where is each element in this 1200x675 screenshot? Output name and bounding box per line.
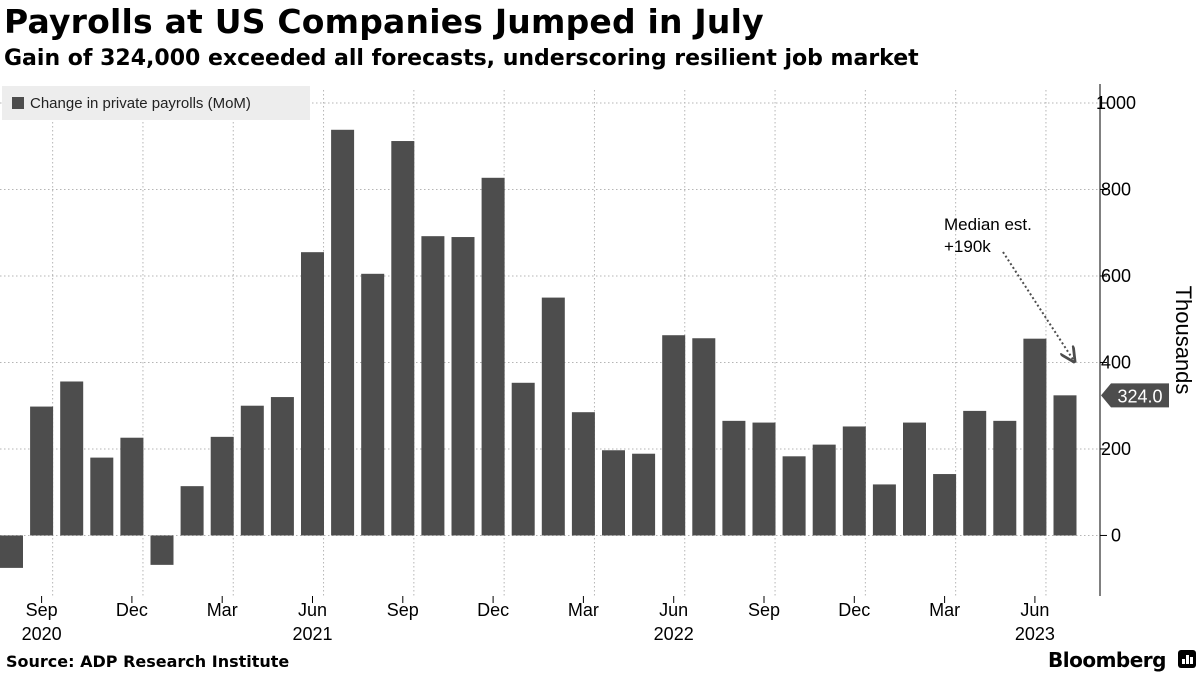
bar bbox=[903, 422, 926, 536]
x-tick-label: Dec bbox=[116, 600, 148, 620]
x-year-label: 2022 bbox=[654, 624, 694, 644]
x-tick-label: Sep bbox=[26, 600, 58, 620]
annotation-arrow bbox=[1002, 251, 1073, 359]
y-tick-label: 1000 bbox=[1096, 93, 1136, 113]
legend: Change in private payrolls (MoM) bbox=[2, 86, 310, 120]
x-year-label: 2020 bbox=[22, 624, 62, 644]
bar bbox=[331, 129, 355, 536]
y-tick-label: 800 bbox=[1101, 179, 1131, 199]
bar bbox=[1053, 395, 1077, 536]
bloomberg-logo: Bloomberg bbox=[1048, 648, 1166, 672]
bars bbox=[0, 129, 1077, 568]
bar bbox=[662, 335, 686, 536]
x-tick-label: Jun bbox=[659, 600, 688, 620]
y-tick-label: 600 bbox=[1101, 266, 1131, 286]
source-note: Source: ADP Research Institute bbox=[6, 652, 290, 671]
bar bbox=[872, 484, 896, 536]
bar bbox=[90, 457, 114, 536]
bar bbox=[361, 273, 385, 536]
bar bbox=[210, 436, 234, 536]
bar bbox=[120, 437, 144, 536]
bar bbox=[782, 456, 806, 536]
annotation-text: Median est. bbox=[944, 215, 1032, 234]
bar bbox=[993, 420, 1017, 536]
bar bbox=[933, 474, 957, 536]
x-tick-label: Jun bbox=[1020, 600, 1049, 620]
bar bbox=[752, 422, 776, 536]
x-tick-label: Dec bbox=[477, 600, 509, 620]
x-tick-label: Dec bbox=[838, 600, 870, 620]
x-tick-label: Sep bbox=[387, 600, 419, 620]
bar bbox=[30, 406, 54, 536]
bar bbox=[571, 412, 595, 536]
bar bbox=[511, 382, 535, 536]
bar bbox=[421, 236, 445, 536]
bar bbox=[602, 450, 625, 536]
x-tick-label: Mar bbox=[568, 600, 599, 620]
bar bbox=[150, 535, 174, 565]
bar bbox=[240, 405, 264, 536]
x-year-label: 2023 bbox=[1015, 624, 1055, 644]
bar bbox=[60, 381, 84, 536]
bar bbox=[963, 410, 987, 536]
x-tick-label: Mar bbox=[207, 600, 238, 620]
legend-swatch bbox=[12, 97, 24, 109]
chart-title: Payrolls at US Companies Jumped in July bbox=[4, 2, 764, 41]
x-axis: Sep 2020 Dec Mar Jun 2021 Sep Dec Mar Jun 2022 Sep D… bbox=[22, 596, 1055, 644]
x-tick-label: Jun bbox=[298, 600, 327, 620]
y-tick-label: 0 bbox=[1111, 525, 1121, 545]
bar bbox=[541, 297, 565, 536]
y-axis-title: Thousands bbox=[1171, 286, 1196, 395]
last-value-marker bbox=[1101, 383, 1169, 408]
x-tick-label: Mar bbox=[929, 600, 960, 620]
bar bbox=[632, 453, 656, 536]
annotations: Median est. +190k bbox=[944, 215, 1073, 359]
bar bbox=[391, 141, 415, 536]
bar bbox=[842, 426, 866, 536]
bar bbox=[270, 397, 294, 536]
bloomberg-terminal-icon bbox=[1178, 650, 1196, 668]
bar bbox=[812, 444, 836, 536]
y-axis: 0 200 400 600 800 1000 Thousands 324.0 bbox=[1096, 84, 1196, 596]
last-value-label: 324.0 bbox=[1117, 386, 1162, 406]
bar bbox=[0, 535, 23, 568]
bar bbox=[1023, 338, 1047, 536]
chart-subtitle: Gain of 324,000 exceeded all forecasts, … bbox=[4, 46, 919, 71]
bar bbox=[451, 237, 475, 536]
bar bbox=[481, 177, 505, 536]
x-year-label: 2021 bbox=[292, 624, 332, 644]
annotation-text: +190k bbox=[944, 237, 991, 256]
y-tick-label: 400 bbox=[1101, 352, 1131, 372]
x-tick-label: Sep bbox=[748, 600, 780, 620]
bar bbox=[692, 338, 716, 536]
legend-label: Change in private payrolls (MoM) bbox=[30, 94, 251, 112]
bar bbox=[180, 486, 204, 536]
bar bbox=[301, 252, 324, 536]
y-tick-label: 200 bbox=[1101, 439, 1131, 459]
bar bbox=[722, 420, 746, 536]
